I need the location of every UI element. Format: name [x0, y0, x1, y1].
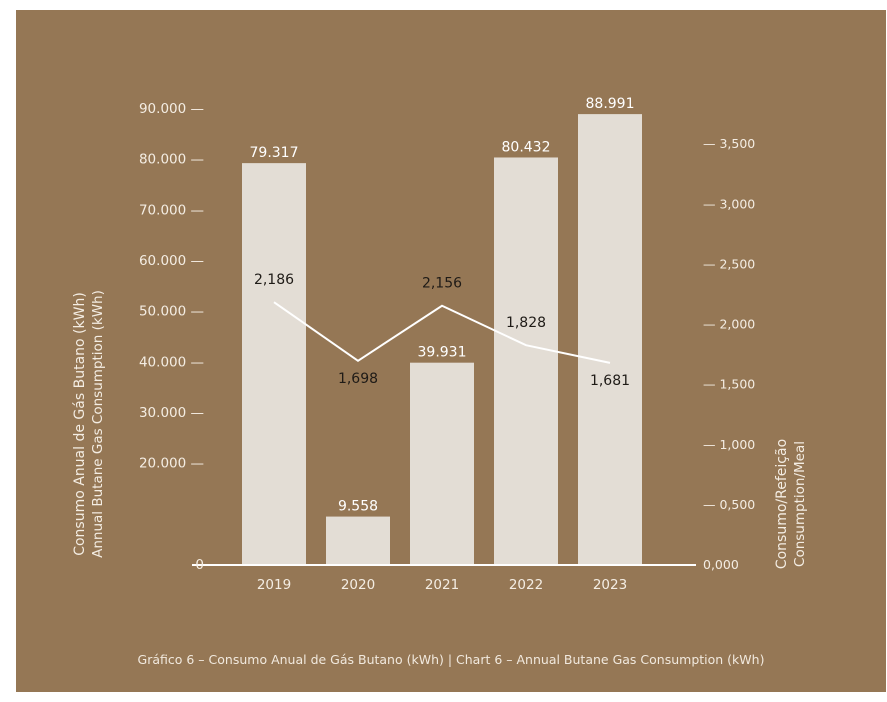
x-tick-label: 2021 [425, 577, 459, 593]
bar-value-label: 79.317 [250, 145, 299, 161]
right-tick-label: — 1,000 [703, 437, 755, 452]
consumption-per-meal-line [273, 301, 611, 364]
right-tick-label: — 0,500 [703, 497, 755, 512]
right-tick-label: — 2,500 [703, 256, 755, 271]
right-tick-label: — 1,500 [703, 377, 755, 392]
right-axis-title-en: Consumption/Meal [792, 441, 808, 567]
line-value-label: 1,828 [506, 315, 546, 331]
line-value-label: 2,156 [422, 276, 462, 292]
right-tick-label: 0,000 [703, 557, 739, 572]
chart-panel: 79.317 9.558 39.931 80.432 88.991 2019 2020 202… [16, 10, 886, 692]
bar-2023 [578, 114, 642, 565]
line-value-label: 1,681 [590, 373, 630, 389]
right-axis-title: Consumo/Refeição [774, 439, 790, 569]
bar-value-label: 80.432 [502, 139, 551, 155]
left-tick-label: 0 [195, 557, 204, 573]
left-tick-label: 80.000 — [139, 152, 204, 168]
x-tick-label: 2023 [593, 577, 627, 593]
left-tick-label: 40.000 — [139, 354, 204, 370]
bar-2022 [494, 157, 558, 566]
x-tick-label: 2020 [341, 577, 375, 593]
right-tick-label: — 3,500 [703, 136, 755, 151]
bar-2019 [242, 163, 306, 565]
bar-value-label: 39.931 [418, 345, 467, 361]
left-tick-label: 60.000 — [139, 253, 204, 269]
left-tick-label: 90.000 — [139, 101, 204, 117]
x-tick-label: 2019 [257, 577, 291, 593]
left-tick-label: 30.000 — [139, 405, 204, 421]
left-tick-label: 70.000 — [139, 202, 204, 218]
bar-value-label: 9.558 [338, 499, 378, 515]
left-axis-title-en: Annual Butane Gas Consumption (kWh) [90, 290, 106, 558]
bar-2020 [326, 516, 390, 565]
bar-2021 [410, 362, 474, 565]
chart: 79.317 9.558 39.931 80.432 88.991 2019 2020 202… [72, 96, 808, 593]
left-tick-label: 50.000 — [139, 304, 204, 320]
line-value-label: 1,698 [338, 371, 378, 387]
x-tick-label: 2022 [509, 577, 543, 593]
right-tick-label: — 2,000 [703, 317, 755, 332]
bar-value-label: 88.991 [586, 96, 635, 112]
right-tick-label: — 3,000 [703, 196, 755, 211]
line-value-label: 2,186 [254, 272, 294, 288]
left-tick-label: 20.000 — [139, 456, 204, 472]
chart-caption: Gráfico 6 – Consumo Anual de Gás Butano … [137, 652, 765, 667]
left-axis-title: Consumo Anual de Gás Butano (kWh) [72, 292, 88, 556]
